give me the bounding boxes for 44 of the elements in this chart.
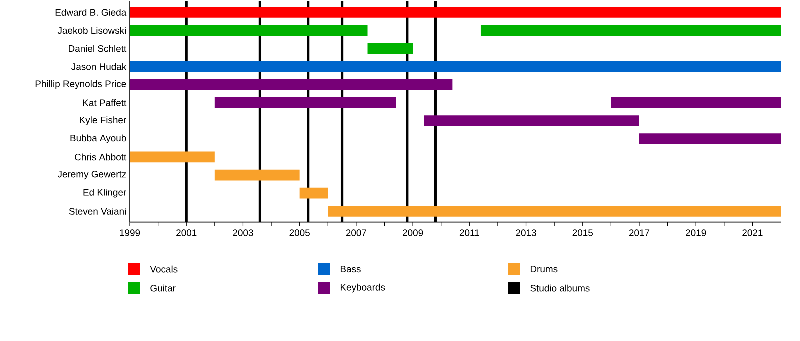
bar: [368, 43, 414, 54]
y-tick-label: Daniel Schlett: [69, 45, 127, 52]
x-tick-label: 1999: [120, 230, 140, 236]
y-tick-label: Jaekob Lisowski: [58, 26, 126, 34]
y-tick-label: Kat Paffett: [83, 99, 127, 106]
x-tick-label: 2019: [686, 230, 706, 236]
y-tick-label: Chris Abbott: [75, 154, 127, 161]
bar: [214, 97, 396, 108]
bar: [480, 25, 782, 36]
y-tick-label: Phillip Reynolds Price: [36, 80, 126, 90]
bar: [130, 152, 215, 162]
legend-label: Drums: [530, 266, 558, 272]
bar: [130, 61, 782, 72]
x-tick-label: 2003: [233, 230, 254, 236]
y-tick-label: Edward B. Gieda: [56, 8, 127, 16]
bar: [328, 206, 782, 217]
x-tick-label: 2005: [290, 230, 310, 236]
bar: [611, 97, 782, 108]
bar: [214, 170, 300, 181]
legend-label: Bass: [340, 266, 361, 272]
x-tick-label: 2015: [572, 230, 594, 236]
x-tick-label: 2011: [460, 230, 480, 236]
y-tick-label: Bubba Ayoub: [70, 134, 126, 144]
legend-label: Vocals: [150, 266, 178, 273]
x-tick-label: 2007: [346, 230, 366, 236]
bar: [300, 188, 328, 199]
y-tick-label: Jeremy Gewertz: [58, 170, 126, 180]
bar: [130, 79, 453, 90]
legend-label: Keyboards: [340, 284, 386, 293]
legend-label: Guitar: [150, 284, 176, 292]
bar: [130, 6, 782, 18]
y-tick-label: Ed Klinger: [84, 188, 126, 198]
bar: [639, 134, 782, 144]
x-tick-label: 2013: [516, 230, 536, 236]
x-tick-label: 2021: [742, 230, 763, 236]
legend-label: Studio albums: [530, 284, 590, 292]
bar: [424, 115, 640, 126]
y-tick-label: Kyle Fisher: [80, 116, 126, 126]
x-tick-label: 2009: [402, 230, 424, 236]
y-tick-label: Steven Vaiani: [69, 208, 126, 215]
x-tick-label: 2001: [176, 230, 197, 236]
bar: [130, 25, 368, 36]
x-tick-label: 2017: [629, 230, 650, 236]
y-tick-label: Jason Hudak: [72, 63, 127, 70]
